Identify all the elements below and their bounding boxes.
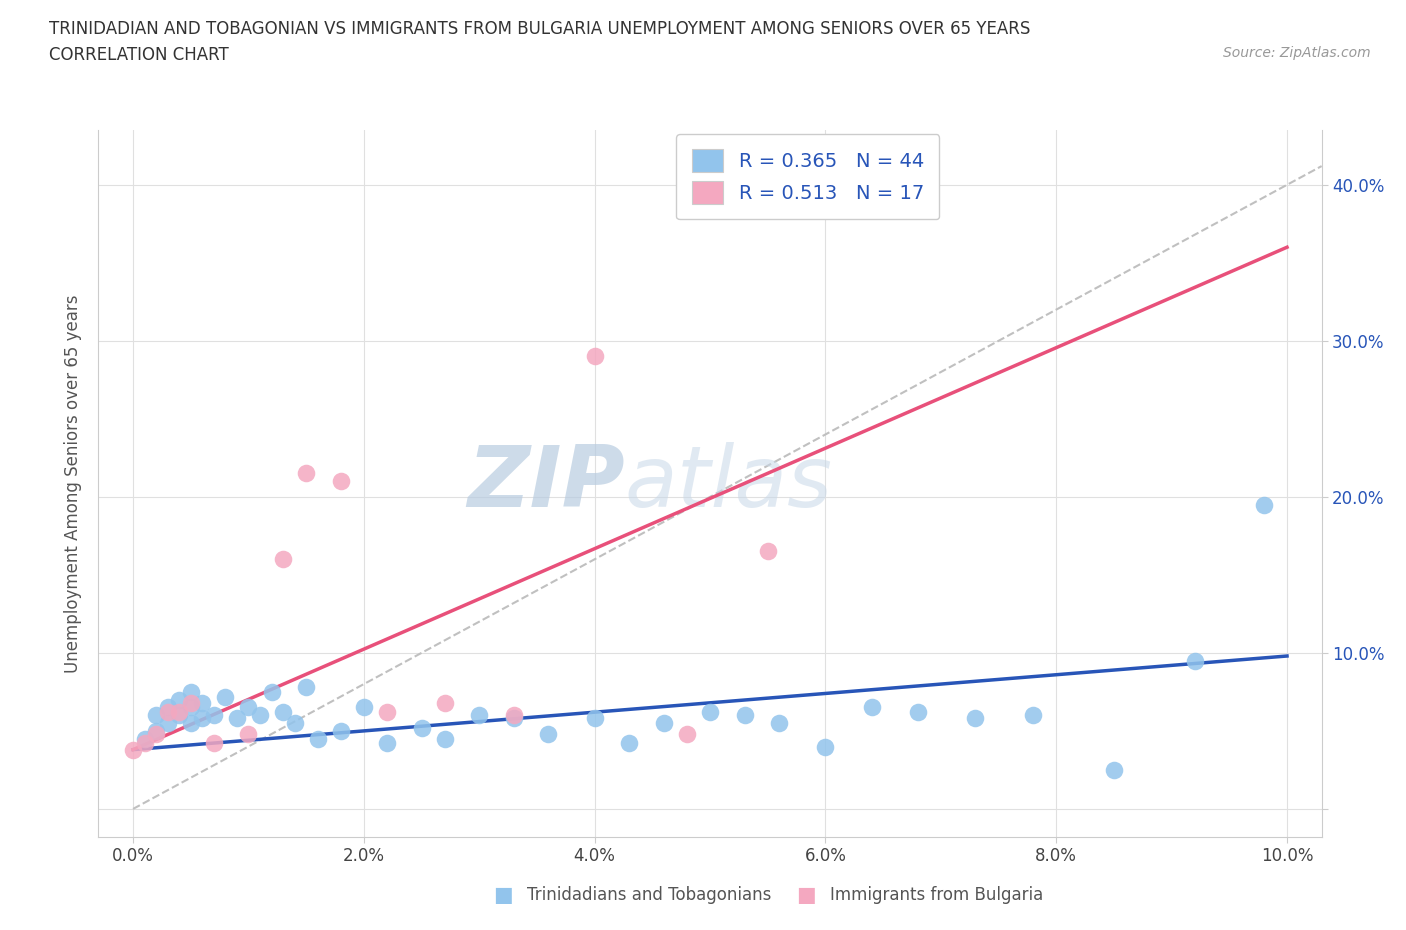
Point [619,736,641,751]
Point [260,684,283,699]
Point [167,692,190,707]
Point [734,708,756,723]
Legend: R = 0.365   N = 44, R = 0.513   N = 17: R = 0.365 N = 44, R = 0.513 N = 17 [676,134,939,219]
Point [433,731,456,746]
Point [180,696,202,711]
Point [156,716,179,731]
Text: Trinidadians and Tobagonians: Trinidadians and Tobagonians [527,885,772,904]
Point [122,742,145,757]
Point [411,721,433,736]
Point [134,736,156,751]
Text: atlas: atlas [624,442,832,525]
Point [191,711,214,725]
Point [307,731,329,746]
Point [1184,653,1206,668]
Text: Source: ZipAtlas.com: Source: ZipAtlas.com [1223,46,1371,60]
Y-axis label: Unemployment Among Seniors over 65 years: Unemployment Among Seniors over 65 years [65,295,83,672]
Point [156,700,179,715]
Point [238,700,260,715]
Point [1253,498,1275,512]
Point [295,680,318,695]
Point [1022,708,1045,723]
Point [202,708,225,723]
Point [652,716,675,731]
Text: ■: ■ [494,884,513,905]
Point [145,724,167,738]
Point [676,726,699,741]
Point [167,705,190,720]
Point [537,726,560,741]
Point [191,696,214,711]
Point [214,689,236,704]
Point [583,349,606,364]
Point [965,711,987,725]
Point [180,684,202,699]
Point [860,700,883,715]
Point [156,705,179,720]
Point [814,739,837,754]
Text: ■: ■ [796,884,815,905]
Point [353,700,375,715]
Point [375,736,398,751]
Point [468,708,491,723]
Point [433,696,456,711]
Point [134,731,156,746]
Point [180,700,202,715]
Point [295,466,318,481]
Point [238,726,260,741]
Point [145,708,167,723]
Point [271,705,294,720]
Text: ZIP: ZIP [467,442,624,525]
Point [375,705,398,720]
Point [329,473,352,488]
Text: CORRELATION CHART: CORRELATION CHART [49,46,229,64]
Point [145,726,167,741]
Point [180,716,202,731]
Point [225,711,247,725]
Point [271,551,294,566]
Point [202,736,225,751]
Point [907,705,929,720]
Point [502,711,524,725]
Point [1102,763,1125,777]
Text: Immigrants from Bulgaria: Immigrants from Bulgaria [830,885,1043,904]
Point [768,716,790,731]
Point [329,724,352,738]
Point [699,705,721,720]
Point [284,716,307,731]
Point [249,708,271,723]
Point [756,544,779,559]
Point [583,711,606,725]
Point [167,708,190,723]
Text: TRINIDADIAN AND TOBAGONIAN VS IMMIGRANTS FROM BULGARIA UNEMPLOYMENT AMONG SENIOR: TRINIDADIAN AND TOBAGONIAN VS IMMIGRANTS… [49,20,1031,38]
Point [502,708,524,723]
